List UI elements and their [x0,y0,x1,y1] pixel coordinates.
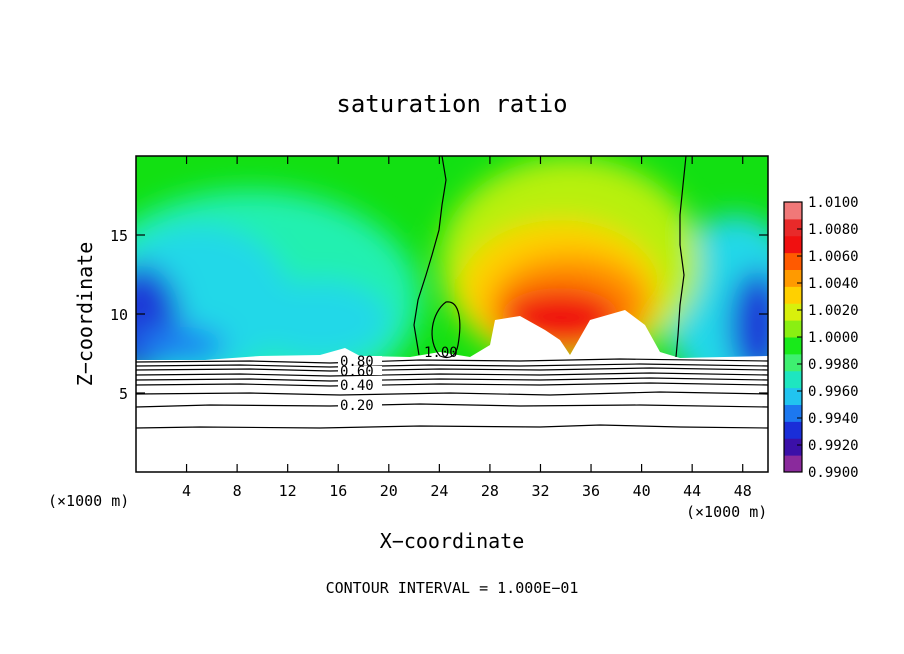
contour-label-0-40: 0.40 [340,378,374,394]
colorbar-swatch-1 [784,438,802,456]
colorbar-label-9: 0.9920 [808,438,859,454]
colorbar-swatch-8 [784,320,802,338]
y-tick-label-0: 5 [119,385,128,403]
x-tick-label-1: 8 [233,482,242,500]
colorbar-label-1: 1.0080 [808,222,859,238]
colorbar-swatch-5 [784,370,802,389]
colorbar-swatch-10 [784,286,802,304]
colorbar-swatch-2 [784,421,802,439]
colorbar-swatch-14 [784,218,802,237]
x-tick-label-2: 12 [279,482,297,500]
x-tick-label-0: 4 [182,482,191,500]
colorbar-swatch-11 [784,269,802,287]
x-unit-label-right: (×1000 m) [686,503,767,521]
x-axis-label: X−coordinate [380,529,525,553]
saturation-field [136,156,768,472]
colorbar-label-7: 0.9960 [808,384,859,400]
x-tick-label-3: 16 [329,482,347,500]
colorbar-swatch-9 [784,303,802,321]
colorbar-label-5: 1.0000 [808,330,859,346]
contour-lines [136,156,768,429]
x-tick-label-6: 28 [481,482,499,500]
colorbar-swatch-0 [784,455,802,473]
colorbar-label-3: 1.0040 [808,276,859,292]
colorbar-label-0: 1.0100 [808,195,859,211]
colorbar-swatch-15 [784,202,802,220]
chart-title: saturation ratio [336,90,567,118]
contour-label-0-60: 0.60 [340,364,374,380]
contour-labels: 0.80 0.60 0.40 0.20 1.00 [338,345,458,414]
x-tick-label-9: 40 [633,482,651,500]
colorbar-label-8: 0.9940 [808,411,859,427]
colorbar-swatch-13 [784,235,802,254]
colorbar-label-6: 0.9980 [808,357,859,373]
x-tick-label-7: 32 [531,482,549,500]
x-unit-label-left: (×1000 m) [48,492,129,510]
colorbar-label-2: 1.0060 [808,249,859,265]
colorbar-swatch-3 [784,404,802,422]
y-axis-label: Z−coordinate [73,242,97,387]
colorbar: 1.0100 1.0080 1.0060 1.0040 1.0020 1.0000 0.99… [783,195,859,481]
y-tick-label-2: 15 [110,227,128,245]
colorbar-swatch-7 [784,337,802,355]
x-tick-label-8: 36 [582,482,600,500]
y-tick-label-1: 10 [110,306,128,324]
colorbar-swatch-12 [784,252,802,270]
colorbar-swatch-6 [784,353,802,372]
contour-label-1-00: 1.00 [424,345,458,361]
x-tick-label-4: 20 [380,482,398,500]
x-tick-label-10: 44 [683,482,701,500]
colorbar-swatch-4 [784,387,802,405]
colorbar-label-10: 0.9900 [808,465,859,481]
contour-interval-note: CONTOUR INTERVAL = 1.000E−01 [326,579,579,597]
contour-label-0-20: 0.20 [340,398,374,414]
colorbar-label-4: 1.0020 [808,303,859,319]
x-tick-label-5: 24 [430,482,448,500]
x-tick-label-11: 48 [734,482,752,500]
